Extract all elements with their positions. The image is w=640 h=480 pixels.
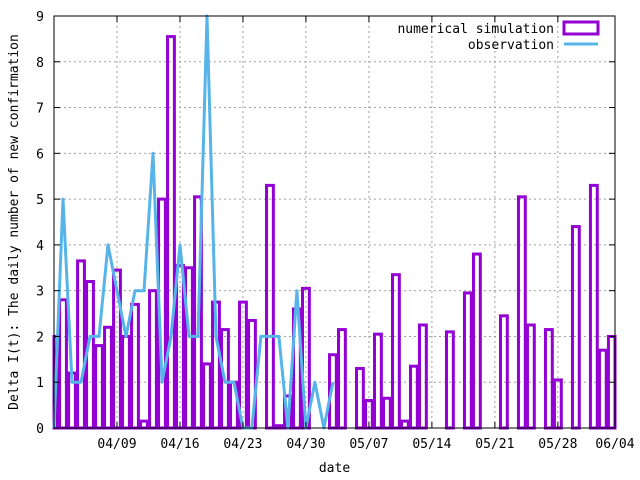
simulation-bar	[103, 325, 113, 430]
legend-label-observation: observation	[468, 38, 554, 53]
simulation-bar	[390, 273, 401, 430]
x-tick-label: 05/28	[538, 437, 577, 452]
observation-line	[52, 14, 335, 430]
simulation-bar	[76, 259, 86, 430]
observation-line-layer	[52, 14, 335, 430]
simulation-bar	[462, 291, 473, 430]
simulation-bar	[381, 396, 392, 430]
simulation-bar	[498, 314, 509, 430]
legend-label-simulation: numerical simulation	[397, 22, 554, 37]
legend: numerical simulation observation	[397, 20, 600, 53]
x-tick-label: 04/09	[97, 437, 136, 452]
x-tick-label: 04/30	[286, 437, 325, 452]
simulation-bar	[184, 266, 194, 430]
tick-labels: 0 1 2 3 4 5 6 7 8 9 04/09 04/16 04/23 04/30 05/07 05/14…	[36, 10, 635, 452]
simulation-bar	[588, 183, 599, 430]
x-tick-label: 04/23	[223, 437, 262, 452]
simulation-bar	[354, 366, 365, 430]
y-tick-label: 7	[36, 102, 44, 117]
simulation-bar	[130, 302, 140, 430]
simulation-bar	[417, 323, 428, 430]
simulation-bar	[202, 362, 212, 430]
simulation-bar	[471, 252, 482, 430]
grid-layer	[54, 16, 615, 428]
simulation-bar	[597, 348, 608, 430]
y-tick-label: 6	[36, 147, 44, 162]
simulation-bar	[148, 289, 158, 430]
x-axis-label: date	[319, 461, 350, 476]
simulation-bar	[543, 328, 554, 430]
simulation-bar	[58, 298, 68, 430]
simulation-bar	[337, 328, 347, 430]
simulation-bar	[265, 183, 275, 430]
x-tick-label: 06/04	[595, 437, 634, 452]
x-tick-label: 04/16	[160, 437, 199, 452]
y-tick-label: 8	[36, 56, 44, 71]
simulation-bars	[52, 35, 617, 430]
simulation-bar	[570, 225, 581, 430]
simulation-bar	[444, 330, 455, 430]
x-tick-label: 05/14	[412, 437, 451, 452]
y-tick-label: 0	[36, 422, 44, 437]
y-tick-label: 2	[36, 330, 44, 345]
simulation-bar	[139, 419, 149, 430]
plot-border	[53, 15, 616, 429]
y-tick-label: 5	[36, 193, 44, 208]
simulation-bar	[94, 344, 104, 430]
x-tick-label: 05/07	[349, 437, 388, 452]
legend-key-simulation	[562, 20, 600, 36]
simulation-bar	[408, 364, 419, 430]
y-tick-label: 4	[36, 239, 44, 254]
simulation-bar	[372, 332, 383, 430]
simulation-bar	[399, 419, 410, 430]
x-tick-label: 05/21	[475, 437, 514, 452]
y-axis-label: Delta I(t): The daily number of new conf…	[7, 34, 22, 410]
y-tick-label: 9	[36, 10, 44, 25]
simulation-bar	[525, 323, 536, 430]
simulation-bar	[166, 35, 176, 430]
axis-ticks	[54, 15, 616, 429]
simulation-bar	[516, 195, 527, 430]
y-tick-label: 3	[36, 285, 44, 300]
y-tick-label: 1	[36, 376, 44, 391]
